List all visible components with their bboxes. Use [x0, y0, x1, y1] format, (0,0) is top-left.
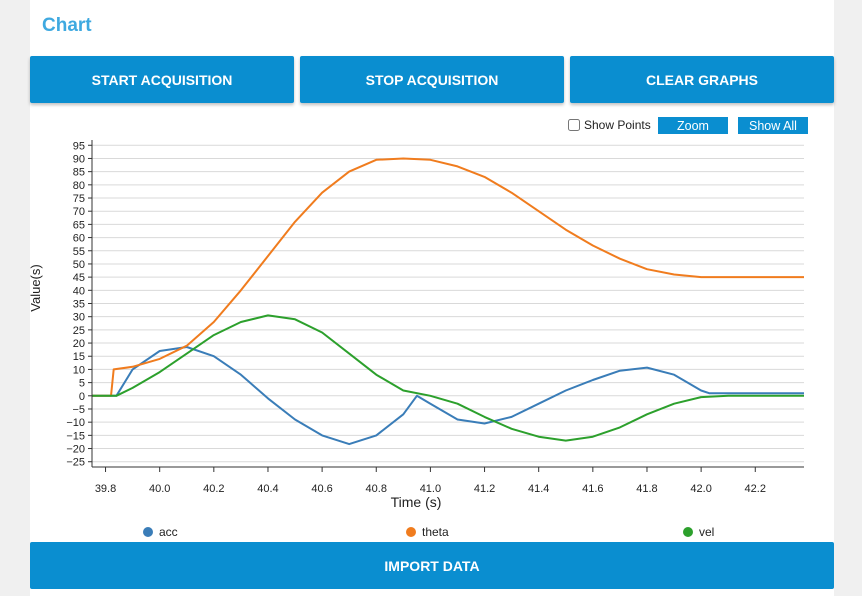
show-points-label: Show Points	[584, 118, 651, 132]
legend-marker	[143, 527, 153, 537]
show-points-checkbox[interactable]	[568, 119, 580, 131]
zoom-button[interactable]: Zoom	[658, 117, 728, 134]
legend-marker	[406, 527, 416, 537]
legend-item-theta[interactable]: theta	[406, 525, 449, 539]
legend-label: vel	[699, 525, 715, 539]
legend-item-vel[interactable]: vel	[683, 525, 714, 539]
show-points-toggle[interactable]: Show Points	[568, 118, 651, 132]
legend-item-acc[interactable]: acc	[143, 525, 178, 539]
legend-marker	[683, 527, 693, 537]
import-data-button[interactable]: IMPORT DATA	[30, 542, 834, 589]
start-acquisition-button[interactable]: START ACQUISITION	[30, 56, 294, 103]
page-title: Chart	[42, 15, 92, 36]
clear-graphs-button[interactable]: CLEAR GRAPHS	[570, 56, 834, 103]
show-all-button[interactable]: Show All	[738, 117, 808, 134]
stop-acquisition-button[interactable]: STOP ACQUISITION	[300, 56, 564, 103]
legend-label: acc	[159, 525, 178, 539]
legend-label: theta	[422, 525, 449, 539]
